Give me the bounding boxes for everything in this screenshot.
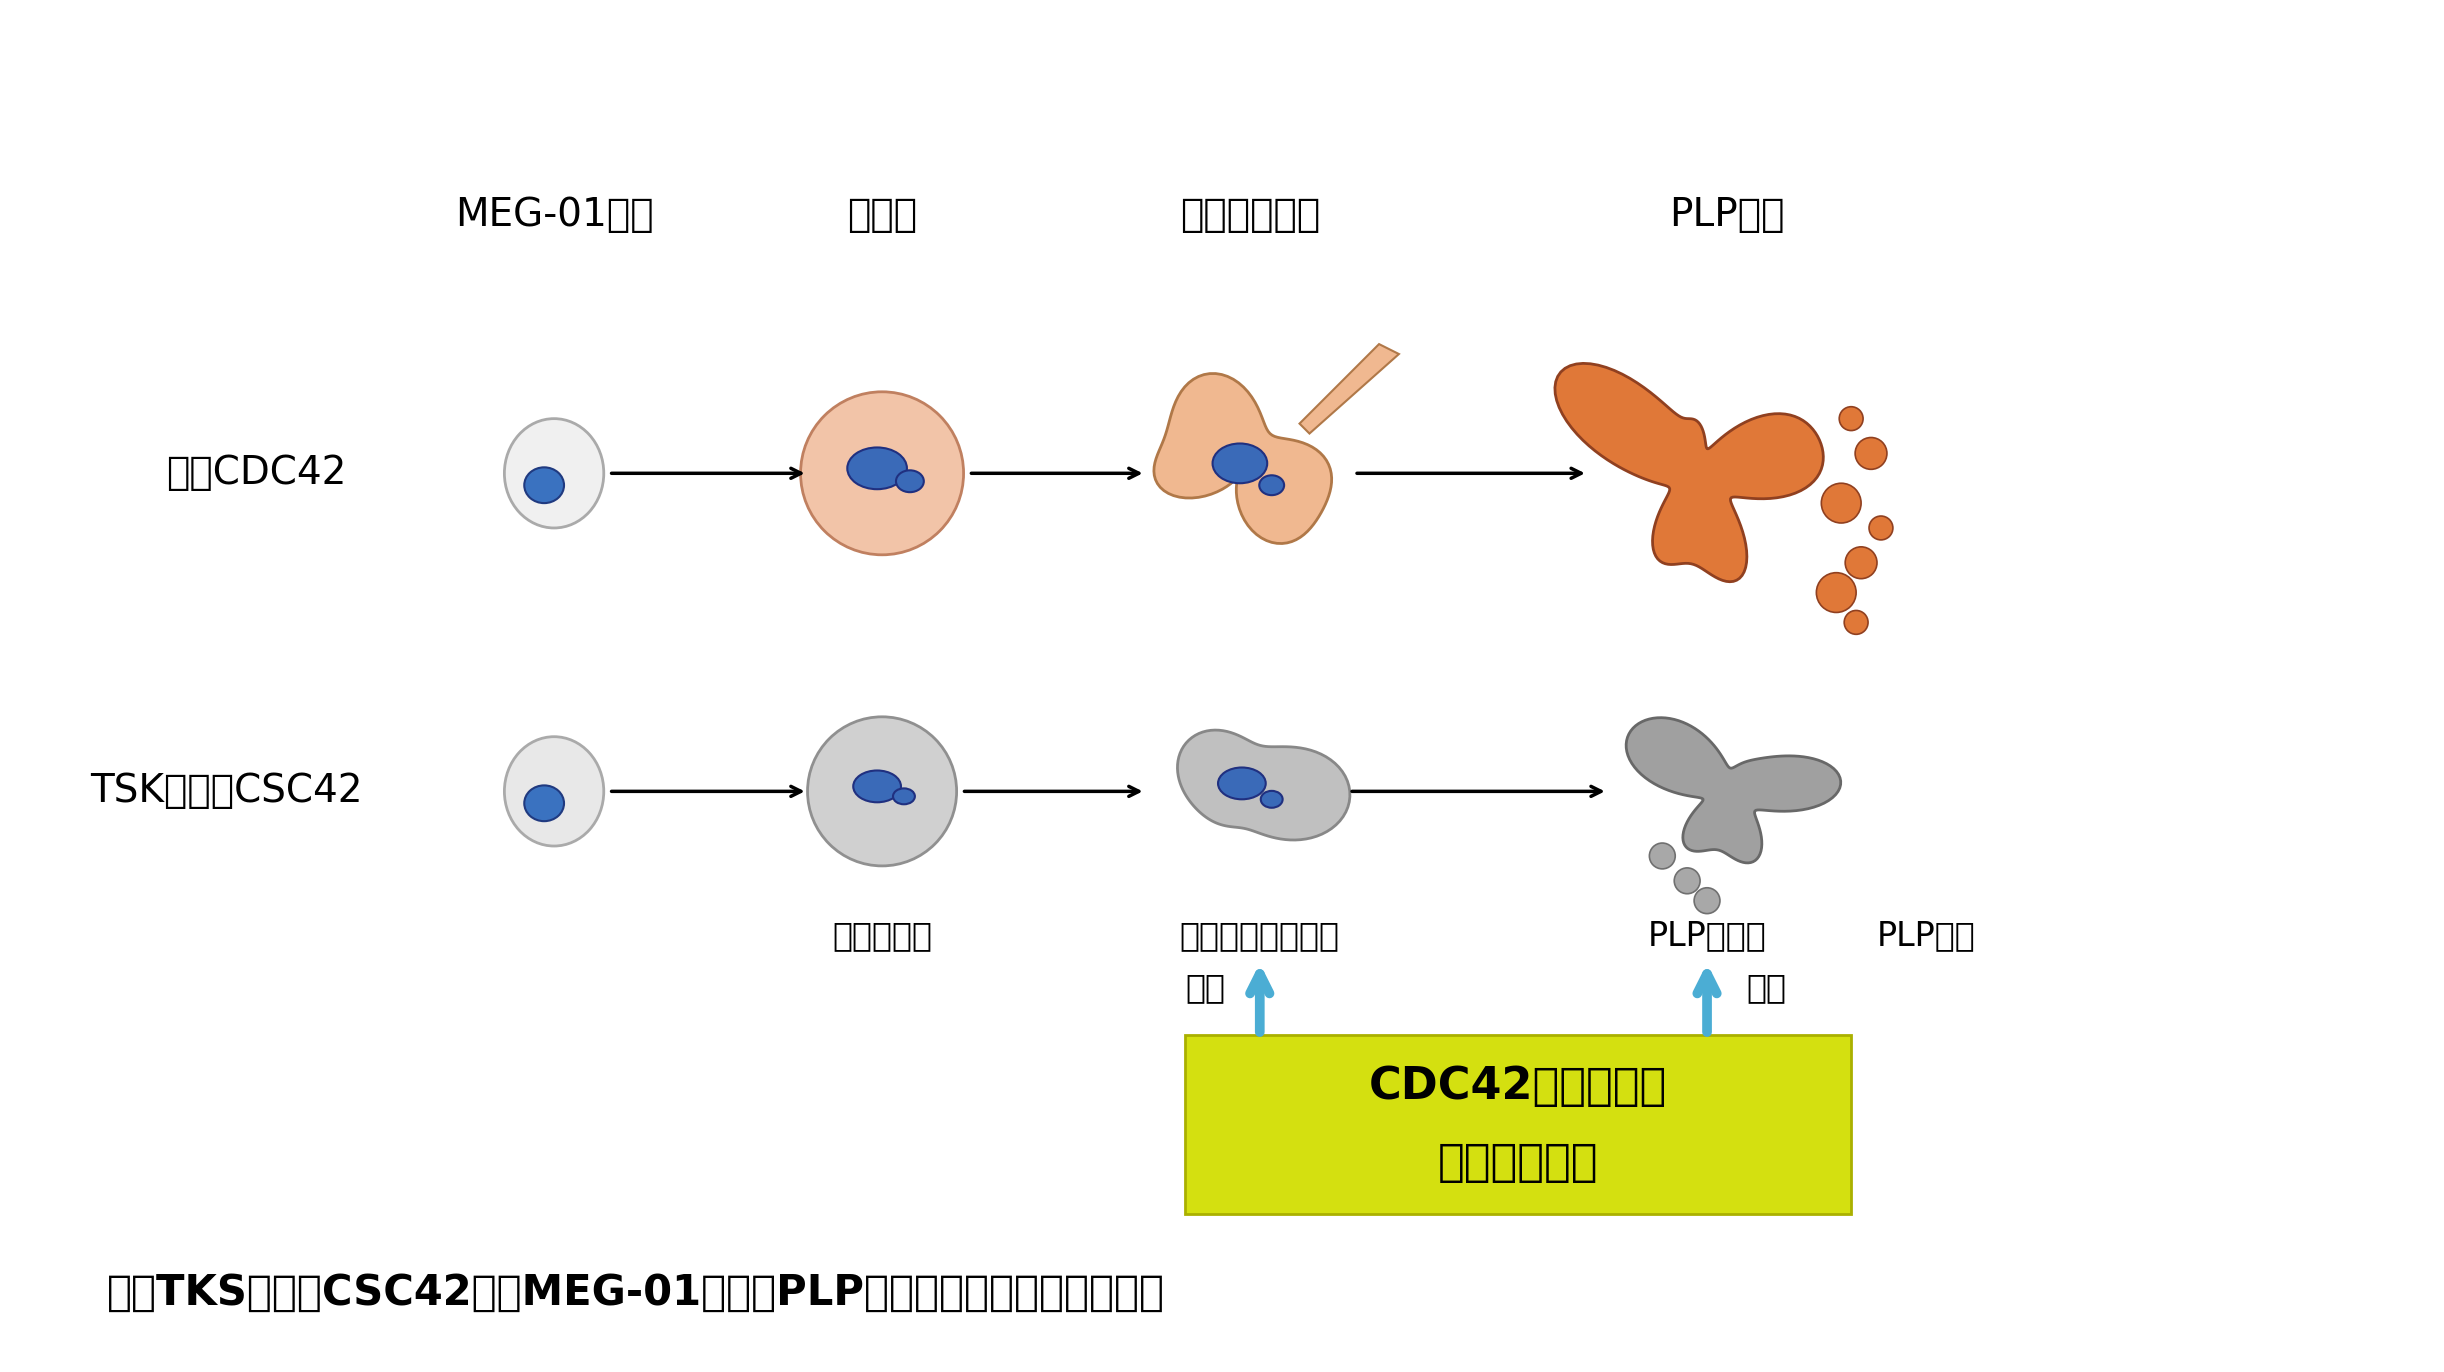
Text: TSK変異型CSC42: TSK変異型CSC42 (90, 772, 362, 811)
Ellipse shape (853, 771, 902, 803)
Polygon shape (1625, 718, 1840, 863)
Text: CDC42活性阷害剤: CDC42活性阷害剤 (1369, 1065, 1667, 1109)
Ellipse shape (892, 789, 914, 804)
Text: 多核化: 多核化 (848, 196, 916, 233)
Text: PLP数減少: PLP数減少 (1647, 919, 1767, 952)
Text: 図　TKS変異型CSC42発見MEG-01細胞のPLP分化における阷害剤の効果: 図 TKS変異型CSC42発見MEG-01細胞のPLP分化における阷害剤の効果 (108, 1272, 1166, 1314)
Text: 多核化減少: 多核化減少 (831, 919, 931, 952)
Ellipse shape (1261, 790, 1283, 808)
Ellipse shape (1212, 443, 1268, 483)
Ellipse shape (1845, 547, 1877, 579)
Polygon shape (1554, 364, 1823, 582)
Text: 膜局在阷害剤: 膜局在阷害剤 (1437, 1140, 1598, 1184)
Ellipse shape (1855, 438, 1887, 469)
Text: PLP産生: PLP産生 (1669, 196, 1784, 233)
Polygon shape (1300, 344, 1398, 434)
Ellipse shape (525, 785, 565, 822)
Ellipse shape (1821, 483, 1860, 523)
Ellipse shape (503, 418, 604, 528)
Ellipse shape (1217, 767, 1266, 800)
Text: 回復: 回復 (1747, 971, 1787, 1004)
Text: 胞体突起形成: 胞体突起形成 (1180, 196, 1320, 233)
Ellipse shape (1674, 868, 1701, 893)
Ellipse shape (1259, 475, 1283, 495)
Ellipse shape (802, 392, 963, 554)
Polygon shape (1154, 373, 1332, 543)
Ellipse shape (503, 737, 604, 847)
Ellipse shape (1845, 611, 1867, 634)
Ellipse shape (807, 716, 956, 866)
Ellipse shape (897, 471, 924, 493)
Ellipse shape (1650, 842, 1674, 868)
Text: 回復: 回復 (1185, 971, 1224, 1004)
Text: 野生CDC42: 野生CDC42 (166, 454, 347, 493)
FancyBboxPatch shape (1185, 1034, 1850, 1214)
Ellipse shape (1816, 572, 1855, 612)
Ellipse shape (1694, 888, 1721, 914)
Text: MEG-01細胞: MEG-01細胞 (455, 196, 653, 233)
Text: 胞体突起形成低下: 胞体突起形成低下 (1180, 919, 1339, 952)
Polygon shape (1178, 730, 1349, 840)
Text: PLP拡ナ: PLP拡ナ (1877, 919, 1975, 952)
Ellipse shape (848, 447, 907, 490)
Ellipse shape (1840, 406, 1862, 431)
Ellipse shape (1870, 516, 1894, 541)
Ellipse shape (525, 468, 565, 504)
